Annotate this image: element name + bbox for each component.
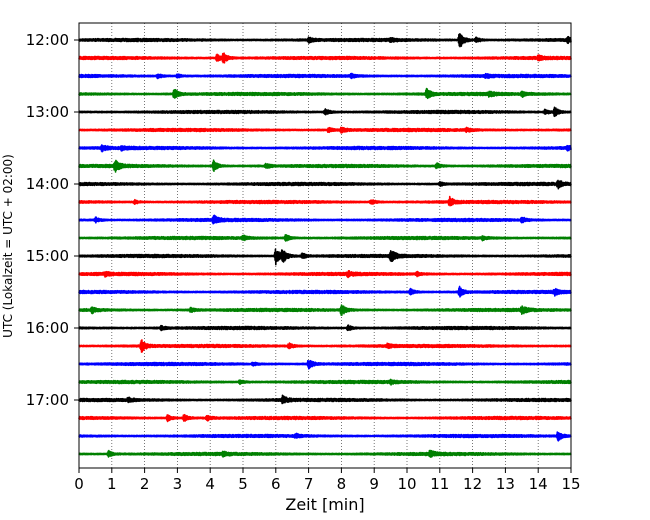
- y-tick-label: 14:00: [26, 175, 69, 193]
- trace-1230: [78, 72, 572, 80]
- x-tick-label: 13: [496, 475, 515, 493]
- x-tick-label: 1: [107, 475, 117, 493]
- trace-1700: [78, 394, 572, 405]
- y-axis-ticks: 12:00 13:00 14:00 15:00 16:00 17:00: [26, 31, 79, 409]
- trace-1430: [78, 214, 572, 225]
- x-tick-label: 12: [463, 475, 482, 493]
- y-tick-label: 16:00: [26, 319, 69, 337]
- trace-1445: [78, 234, 572, 242]
- trace-1645: [78, 378, 572, 386]
- trace-1630: [78, 359, 572, 370]
- trace-1615: [78, 339, 572, 353]
- y-tick-label: 15:00: [26, 247, 69, 265]
- grid-lines: [111, 23, 539, 468]
- trace-1315: [78, 126, 572, 134]
- trace-1730: [78, 431, 572, 442]
- trace-1200: [78, 33, 572, 48]
- x-tick-label: 10: [397, 475, 416, 493]
- trace-1515: [78, 269, 572, 279]
- trace-1545: [78, 304, 572, 316]
- x-tick-label: 14: [529, 475, 548, 493]
- trace-1345: [78, 159, 572, 173]
- x-tick-label: 9: [369, 475, 379, 493]
- trace-1415: [78, 195, 572, 207]
- trace-1400: [78, 179, 572, 190]
- x-tick-label: 0: [74, 475, 84, 493]
- trace-1500: [78, 248, 572, 266]
- x-tick-label: 11: [430, 475, 449, 493]
- plot-frame: [78, 22, 572, 469]
- y-axis-label: UTC (Lokalzeit = UTC + 02:00): [1, 154, 15, 338]
- x-tick-label: 5: [238, 475, 248, 493]
- y-tick-label: 17:00: [26, 391, 69, 409]
- seismogram-traces: [78, 33, 572, 458]
- trace-1300: [78, 106, 572, 118]
- y-tick-label: 12:00: [26, 31, 69, 49]
- x-tick-label: 6: [271, 475, 281, 493]
- trace-1530: [78, 285, 572, 298]
- x-axis-label: Zeit [min]: [285, 495, 364, 514]
- x-tick-label: 2: [140, 475, 150, 493]
- trace-1600: [78, 324, 572, 332]
- x-tick-label: 3: [173, 475, 183, 493]
- x-tick-label: 7: [304, 475, 314, 493]
- trace-1245: [78, 87, 572, 100]
- y-tick-label: 13:00: [26, 103, 69, 121]
- trace-1215: [78, 52, 572, 64]
- x-tick-label: 4: [205, 475, 215, 493]
- x-axis-ticks: 0 1 2 3 4 5 6 7 8 9 10 11 12 13 14 15: [74, 468, 581, 493]
- x-tick-label: 8: [337, 475, 347, 493]
- trace-1715: [78, 413, 572, 423]
- trace-1330: [78, 144, 572, 153]
- trace-1745: [78, 449, 572, 458]
- x-tick-label: 15: [561, 475, 580, 493]
